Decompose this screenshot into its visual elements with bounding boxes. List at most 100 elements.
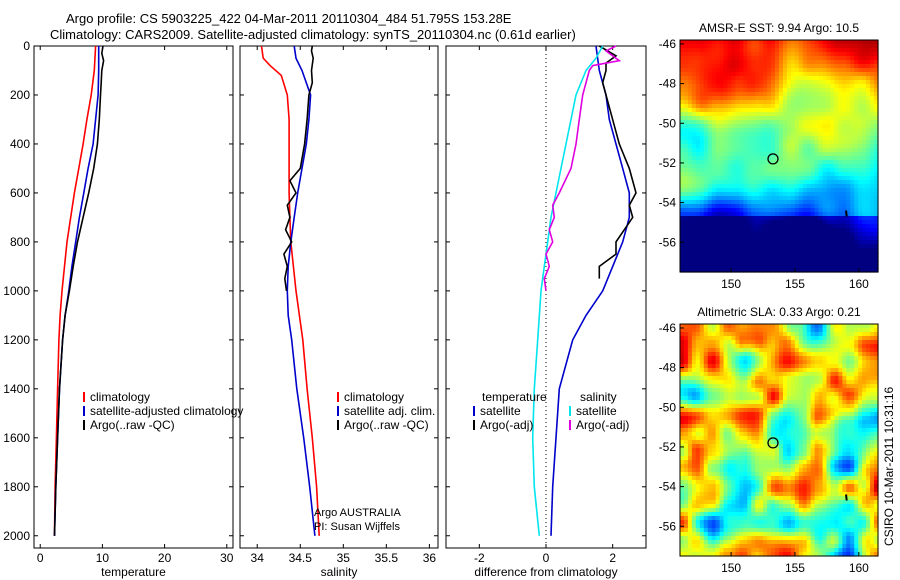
heatmap-cell xyxy=(759,180,764,185)
heatmap-cell xyxy=(866,428,871,433)
heatmap-cell xyxy=(739,416,744,421)
heatmap-cell xyxy=(782,44,788,49)
heatmap-cell xyxy=(846,64,851,69)
heatmap-cell xyxy=(691,40,697,45)
heatmap-cell xyxy=(866,336,871,341)
heatmap-cell xyxy=(862,184,867,189)
heatmap-cell xyxy=(723,216,729,221)
heatmap-cell xyxy=(874,380,879,385)
heatmap-cell xyxy=(723,356,729,361)
heatmap-cell xyxy=(870,224,875,229)
heatmap-cell xyxy=(862,336,867,341)
heatmap-cell xyxy=(798,112,804,117)
heatmap-cell xyxy=(834,160,839,165)
heatmap-cell xyxy=(723,156,729,161)
heatmap-cell xyxy=(850,456,855,461)
heatmap-cell xyxy=(802,236,808,241)
heatmap-cell xyxy=(794,460,800,465)
heatmap-cell xyxy=(735,444,740,449)
heatmap-cell xyxy=(838,444,843,449)
heatmap-cell xyxy=(810,324,816,329)
heatmap-cell xyxy=(854,40,859,45)
heatmap-cell xyxy=(680,324,685,329)
heatmap-cell xyxy=(786,128,792,133)
heatmap-cell xyxy=(735,428,740,433)
heatmap-cell xyxy=(759,132,764,137)
heatmap-cell xyxy=(822,376,828,381)
heatmap-cell xyxy=(842,76,847,81)
heatmap-cell xyxy=(687,80,693,85)
heatmap-cell xyxy=(854,436,859,441)
heatmap-cell xyxy=(763,428,768,433)
heatmap-cell xyxy=(727,444,733,449)
heatmap-cell xyxy=(862,180,867,185)
heatmap-cell xyxy=(707,212,713,217)
heatmap-cell xyxy=(775,368,780,373)
heatmap-cell xyxy=(680,40,685,45)
heatmap-cell xyxy=(806,372,812,377)
heatmap-cell xyxy=(850,56,855,61)
heatmap-cell xyxy=(711,56,717,61)
heatmap-cell xyxy=(699,180,705,185)
temperature-legend-label: satellite-adjusted climatology xyxy=(90,404,243,418)
heatmap-cell xyxy=(731,268,737,273)
heatmap-cell xyxy=(798,164,804,169)
heatmap-cell xyxy=(703,240,709,245)
heatmap-cell xyxy=(862,392,867,397)
heatmap-cell xyxy=(854,64,859,69)
heatmap-cell xyxy=(727,328,733,333)
heatmap-cell xyxy=(858,104,863,109)
heatmap-cell xyxy=(687,252,693,257)
heatmap-cell xyxy=(874,240,879,245)
heatmap-cell xyxy=(802,384,808,389)
heatmap-cell xyxy=(842,192,847,197)
heatmap-cell xyxy=(775,96,780,101)
heatmap-cell xyxy=(703,428,709,433)
heatmap-cell xyxy=(818,180,824,185)
heatmap-cell xyxy=(802,256,808,261)
heatmap-cell xyxy=(858,140,863,145)
heatmap-cell xyxy=(850,204,855,209)
heatmap-cell xyxy=(866,368,871,373)
heatmap-cell xyxy=(818,216,824,221)
heatmap-cell xyxy=(771,64,776,69)
heatmap-cell xyxy=(814,420,820,425)
heatmap-cell xyxy=(858,120,863,125)
heatmap-cell xyxy=(707,128,713,133)
heatmap-cell xyxy=(854,136,859,141)
heatmap-cell xyxy=(814,332,820,337)
heatmap-cell xyxy=(834,52,839,57)
heatmap-cell xyxy=(790,420,796,425)
heatmap-cell xyxy=(846,452,851,457)
heatmap-cell xyxy=(763,84,768,89)
heatmap-cell xyxy=(858,156,863,161)
heatmap-cell xyxy=(775,332,780,337)
heatmap-cell xyxy=(782,104,788,109)
heatmap-cell xyxy=(763,164,768,169)
heatmap-cell xyxy=(707,224,713,229)
heatmap-cell xyxy=(767,60,772,65)
heatmap-cell xyxy=(703,416,709,421)
heatmap-cell xyxy=(775,132,780,137)
heatmap-cell xyxy=(822,176,828,181)
heatmap-cell xyxy=(735,340,740,345)
heatmap-cell xyxy=(842,100,847,105)
heatmap-cell xyxy=(775,344,780,349)
heatmap-cell xyxy=(779,116,784,121)
heatmap-cell xyxy=(719,328,725,333)
heatmap-cell xyxy=(723,40,729,45)
heatmap-cell xyxy=(822,104,828,109)
heatmap-cell xyxy=(763,92,768,97)
heatmap-cell xyxy=(683,380,689,385)
heatmap-cell xyxy=(866,160,871,165)
heatmap-cell xyxy=(767,380,772,385)
temperature-xtick-label: 20 xyxy=(158,551,172,565)
heatmap-cell xyxy=(834,404,839,409)
heatmap-cell xyxy=(830,252,836,257)
temperature-legend-label: Argo(..raw -QC) xyxy=(90,418,175,432)
heatmap-cell xyxy=(687,108,693,113)
heatmap-cell xyxy=(707,56,713,61)
heatmap-cell xyxy=(687,112,693,117)
heatmap-cell xyxy=(711,48,717,53)
heatmap-cell xyxy=(739,160,744,165)
